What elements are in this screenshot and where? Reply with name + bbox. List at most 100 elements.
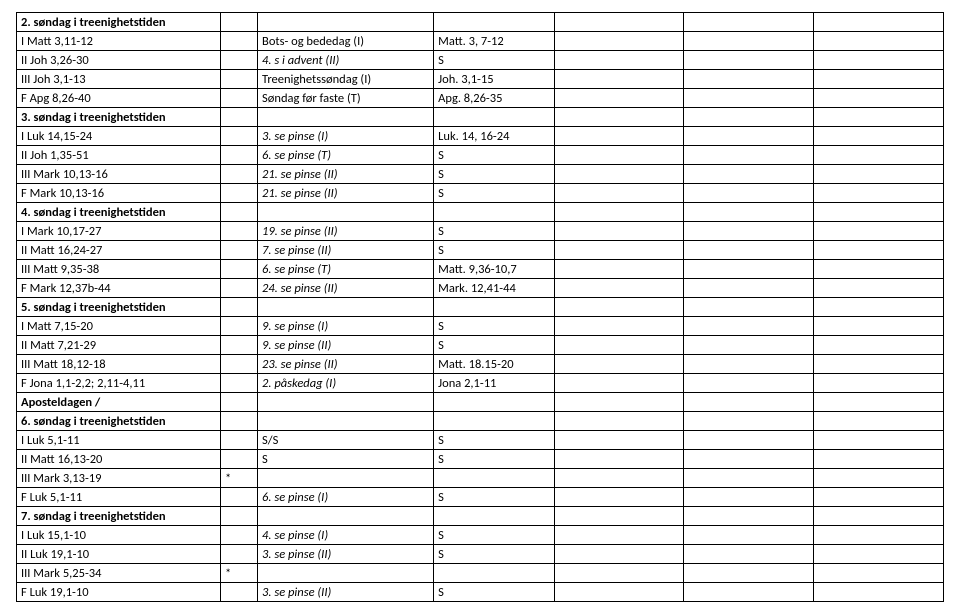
table-cell [554, 184, 684, 203]
table-cell [258, 203, 434, 222]
table-cell [220, 127, 257, 146]
table-cell: Mark. 12,41-44 [434, 279, 555, 298]
table-cell: III Mark 5,25-34 [17, 564, 221, 583]
table-cell: S [434, 222, 555, 241]
table-cell [684, 526, 814, 545]
table-cell: 9. se pinse (I) [258, 317, 434, 336]
table-cell: 4. s i advent (II) [258, 51, 434, 70]
table-row: F Mark 12,37b-4424. se pinse (II)Mark. 1… [17, 279, 944, 298]
table-cell [220, 89, 257, 108]
table-cell [220, 279, 257, 298]
table-cell [220, 393, 257, 412]
table-cell [684, 32, 814, 51]
table-cell: F Mark 10,13-16 [17, 184, 221, 203]
table-cell [554, 374, 684, 393]
table-cell [684, 488, 814, 507]
table-cell [434, 13, 555, 32]
table-cell [814, 488, 944, 507]
table-cell [684, 450, 814, 469]
table-cell: III Matt 9,35-38 [17, 260, 221, 279]
table-row: F Jona 1,1-2,2; 2,11-4,112. påskedag (I)… [17, 374, 944, 393]
table-cell [684, 583, 814, 602]
table-cell [814, 165, 944, 184]
table-cell [684, 241, 814, 260]
table-cell: Luk. 14, 16-24 [434, 127, 555, 146]
table-cell [220, 317, 257, 336]
table-cell [684, 545, 814, 564]
table-row: II Matt 16,24-277. se pinse (II)S [17, 241, 944, 260]
table-cell [684, 203, 814, 222]
table-cell [554, 203, 684, 222]
table-cell [684, 336, 814, 355]
table-row: II Joh 1,35-516. se pinse (T)S [17, 146, 944, 165]
table-cell [684, 469, 814, 488]
table-cell [220, 241, 257, 260]
table-cell [554, 127, 684, 146]
table-cell [220, 488, 257, 507]
table-row: Aposteldagen / [17, 393, 944, 412]
table-cell: S/S [258, 431, 434, 450]
table-cell: S [434, 146, 555, 165]
table-cell: II Matt 16,13-20 [17, 450, 221, 469]
table-row: F Luk 19,1-103. se pinse (II)S [17, 583, 944, 602]
table-row: 3. søndag i treenighetstiden [17, 108, 944, 127]
table-row: 7. søndag i treenighetstiden [17, 507, 944, 526]
table-cell: Treenighetssøndag (I) [258, 70, 434, 89]
table-cell: Aposteldagen / [17, 393, 221, 412]
table-cell [814, 507, 944, 526]
table-cell [814, 450, 944, 469]
table-row: III Mark 5,25-34* [17, 564, 944, 583]
table-row: III Mark 3,13-19* [17, 469, 944, 488]
table-cell [554, 336, 684, 355]
table-cell: S [434, 51, 555, 70]
table-cell: S [258, 450, 434, 469]
table-cell: II Matt 7,21-29 [17, 336, 221, 355]
table-cell [220, 165, 257, 184]
table-cell: S [434, 450, 555, 469]
table-cell [684, 184, 814, 203]
table-cell [554, 146, 684, 165]
table-cell [258, 507, 434, 526]
table-cell: Matt. 3, 7-12 [434, 32, 555, 51]
table-cell [554, 450, 684, 469]
table-cell [258, 393, 434, 412]
table-row: I Mark 10,17-2719. se pinse (II)S [17, 222, 944, 241]
table-cell: I Matt 7,15-20 [17, 317, 221, 336]
table-cell [554, 260, 684, 279]
table-cell: 24. se pinse (II) [258, 279, 434, 298]
table-cell [554, 165, 684, 184]
lectionary-table: 2. søndag i treenighetstidenI Matt 3,11-… [16, 12, 944, 602]
table-cell [814, 51, 944, 70]
table-row: 5. søndag i treenighetstiden [17, 298, 944, 317]
table-cell: 21. se pinse (II) [258, 165, 434, 184]
table-cell: I Luk 14,15-24 [17, 127, 221, 146]
table-row: II Joh 3,26-304. s i advent (II)S [17, 51, 944, 70]
table-cell: S [434, 184, 555, 203]
table-cell: 3. se pinse (II) [258, 583, 434, 602]
table-cell [684, 279, 814, 298]
table-cell: 2. påskedag (I) [258, 374, 434, 393]
table-cell [684, 70, 814, 89]
table-cell [554, 70, 684, 89]
table-cell [220, 526, 257, 545]
table-cell: Bots- og bededag (I) [258, 32, 434, 51]
table-cell [814, 89, 944, 108]
table-cell: * [220, 564, 257, 583]
table-cell: I Matt 3,11-12 [17, 32, 221, 51]
table-cell: Apg. 8,26-35 [434, 89, 555, 108]
table-cell [220, 507, 257, 526]
table-cell [684, 317, 814, 336]
table-cell [220, 51, 257, 70]
table-cell [220, 108, 257, 127]
table-cell: 21. se pinse (II) [258, 184, 434, 203]
table-row: II Matt 7,21-299. se pinse (II)S [17, 336, 944, 355]
table-cell: Jona 2,1-11 [434, 374, 555, 393]
table-cell: 6. søndag i treenighetstiden [17, 412, 221, 431]
table-cell [684, 393, 814, 412]
table-cell: I Luk 5,1-11 [17, 431, 221, 450]
table-cell [684, 165, 814, 184]
table-cell: * [220, 469, 257, 488]
table-cell: I Mark 10,17-27 [17, 222, 221, 241]
table-cell [554, 241, 684, 260]
table-cell [434, 298, 555, 317]
